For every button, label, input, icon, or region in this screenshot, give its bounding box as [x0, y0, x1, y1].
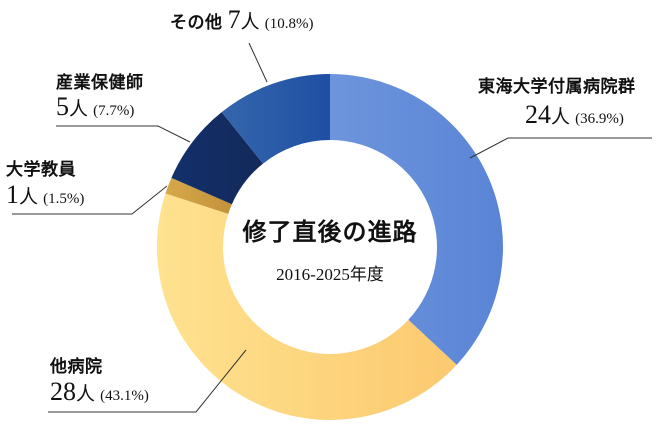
label-unit: 人 — [69, 98, 89, 120]
label-university: 大学教員 — [6, 155, 76, 180]
label-count: 5 — [56, 92, 69, 121]
label-count: 24 — [525, 100, 551, 129]
leader-lines — [12, 42, 652, 413]
label-tokai: 東海大学付属病院群 — [478, 72, 636, 97]
label-count: 7 — [227, 5, 241, 34]
leader-line-tokai — [469, 137, 652, 159]
label-name: その他 — [170, 13, 223, 33]
donut-segments — [157, 74, 503, 420]
segment-other-hospital — [157, 193, 457, 420]
label-name: 産業保健師 — [56, 73, 144, 93]
leader-line-university — [12, 185, 168, 215]
label-university-value: 1人 (1.5%) — [6, 180, 84, 210]
label-count: 28 — [50, 377, 76, 406]
label-count: 1 — [6, 180, 19, 209]
label-occupational: 産業保健師 — [56, 68, 144, 93]
label-unit: 人 — [551, 106, 571, 128]
chart-subtitle: 2016-2025年度 — [276, 265, 384, 284]
label-other-hospital-value: 28人 (43.1%) — [50, 377, 149, 407]
label-unit: 人 — [19, 186, 39, 208]
label-name: 大学教員 — [6, 160, 76, 180]
label-name: 他病院 — [50, 357, 103, 377]
label-unit: 人 — [240, 11, 260, 33]
label-percent: (1.5%) — [43, 191, 85, 207]
segment-occupational — [171, 112, 263, 205]
chart-title: 修了直後の進路 — [242, 217, 418, 246]
segment-tokai — [330, 74, 503, 365]
label-percent: (36.9%) — [575, 111, 624, 127]
label-percent: (10.8%) — [264, 16, 314, 32]
leader-line-other-hospital — [48, 349, 247, 413]
label-percent: (43.1%) — [100, 388, 149, 404]
label-percent: (7.7%) — [93, 103, 135, 119]
label-name: 東海大学付属病院群 — [478, 77, 636, 97]
leader-line-others — [248, 42, 268, 83]
label-tokai-value: 24人 (36.9%) — [525, 100, 624, 130]
label-other-hospital: 他病院 — [50, 352, 103, 377]
leader-line-occupational — [56, 125, 191, 143]
segment-university — [165, 177, 232, 214]
label-others: その他 7人 (10.8%) — [170, 5, 313, 35]
segment-others — [221, 74, 330, 164]
label-occupational-value: 5人 (7.7%) — [56, 92, 134, 122]
label-unit: 人 — [76, 383, 96, 405]
